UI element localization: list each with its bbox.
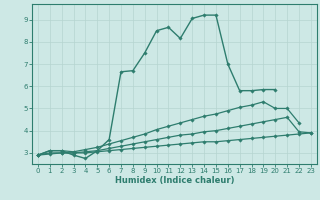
X-axis label: Humidex (Indice chaleur): Humidex (Indice chaleur) <box>115 176 234 185</box>
